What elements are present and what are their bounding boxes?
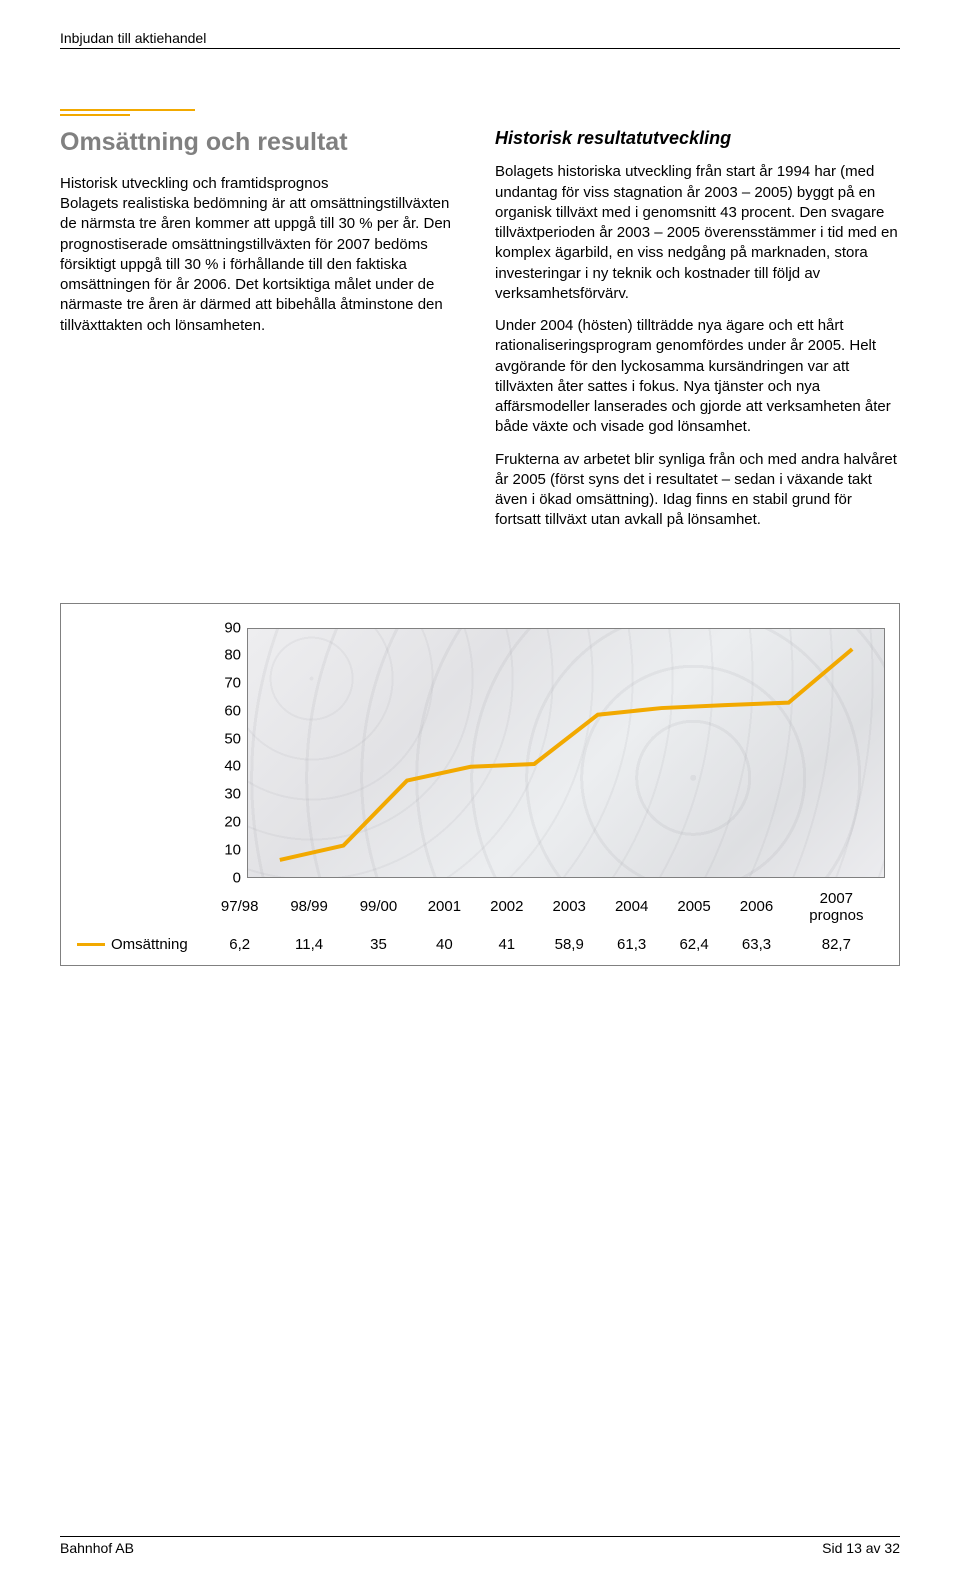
x-label: 98/99 — [274, 884, 343, 930]
y-tick: 70 — [224, 675, 241, 692]
y-tick: 60 — [224, 702, 241, 719]
x-label: 2004 — [600, 884, 662, 930]
value-label: 40 — [413, 930, 475, 959]
right-column: Historisk resultatutveckling Bolagets hi… — [495, 126, 900, 543]
value-label: 62,4 — [663, 930, 725, 959]
footer-right: Sid 13 av 32 — [822, 1540, 900, 1556]
chart-yaxis-gutter — [75, 616, 205, 628]
legend-line-icon — [77, 943, 105, 946]
footer-rule — [60, 1536, 900, 1537]
revenue-chart: 0102030405060708090 97/9898/9999/0020012… — [60, 603, 900, 966]
header-rule — [60, 48, 900, 49]
chart-value-labels: Omsättning 6,211,435404158,961,362,463,3… — [75, 930, 885, 959]
right-title: Historisk resultatutveckling — [495, 126, 900, 150]
y-tick: 90 — [224, 619, 241, 636]
y-tick: 40 — [224, 758, 241, 775]
left-column: Omsättning och resultat Historisk utveck… — [60, 126, 465, 543]
x-label: 2003 — [538, 884, 600, 930]
x-label: 2002 — [476, 884, 538, 930]
y-tick: 50 — [224, 730, 241, 747]
value-label: 11,4 — [274, 930, 343, 959]
page-header: Inbjudan till aktiehandel — [60, 30, 900, 49]
legend-label: Omsättning — [111, 936, 188, 953]
y-tick: 80 — [224, 647, 241, 664]
y-tick: 30 — [224, 786, 241, 803]
y-tick: 10 — [224, 841, 241, 858]
chart-line — [280, 649, 852, 860]
value-label: 58,9 — [538, 930, 600, 959]
y-tick: 0 — [233, 869, 241, 886]
right-paragraph-3: Frukterna av arbetet blir synliga från o… — [495, 450, 900, 531]
x-label: 2005 — [663, 884, 725, 930]
chart-plot-area — [247, 628, 885, 878]
value-label: 35 — [344, 930, 413, 959]
section-title: Omsättning och resultat — [60, 126, 465, 160]
value-label: 82,7 — [788, 930, 885, 959]
value-label: 63,3 — [725, 930, 787, 959]
x-label: 2001 — [413, 884, 475, 930]
chart-line-svg — [248, 629, 884, 877]
left-subtitle: Historisk utveckling och framtidsprognos — [60, 174, 465, 194]
right-paragraph-2: Under 2004 (hösten) tillträdde nya ägare… — [495, 316, 900, 438]
x-label: 2007prognos — [788, 884, 885, 930]
chart-plot-cell — [205, 616, 885, 628]
x-label: 2006 — [725, 884, 787, 930]
value-label: 61,3 — [600, 930, 662, 959]
value-label: 41 — [476, 930, 538, 959]
value-label: 6,2 — [205, 930, 274, 959]
chart-legend: Omsättning — [77, 936, 203, 953]
page-footer: Bahnhof AB Sid 13 av 32 — [60, 1534, 900, 1556]
chart-x-labels: 97/9898/9999/002001200220032004200520062… — [75, 884, 885, 930]
right-paragraph-1: Bolagets historiska utveckling från star… — [495, 162, 900, 304]
chart-y-axis: 0102030405060708090 — [207, 628, 247, 878]
x-label: 97/98 — [205, 884, 274, 930]
left-paragraph-1: Bolagets realistiska bedömning är att om… — [60, 194, 465, 336]
header-label: Inbjudan till aktiehandel — [60, 30, 900, 46]
x-label: 99/00 — [344, 884, 413, 930]
content-columns: Omsättning och resultat Historisk utveck… — [60, 126, 900, 543]
accent-lines — [60, 109, 900, 116]
footer-left: Bahnhof AB — [60, 1540, 134, 1556]
y-tick: 20 — [224, 813, 241, 830]
